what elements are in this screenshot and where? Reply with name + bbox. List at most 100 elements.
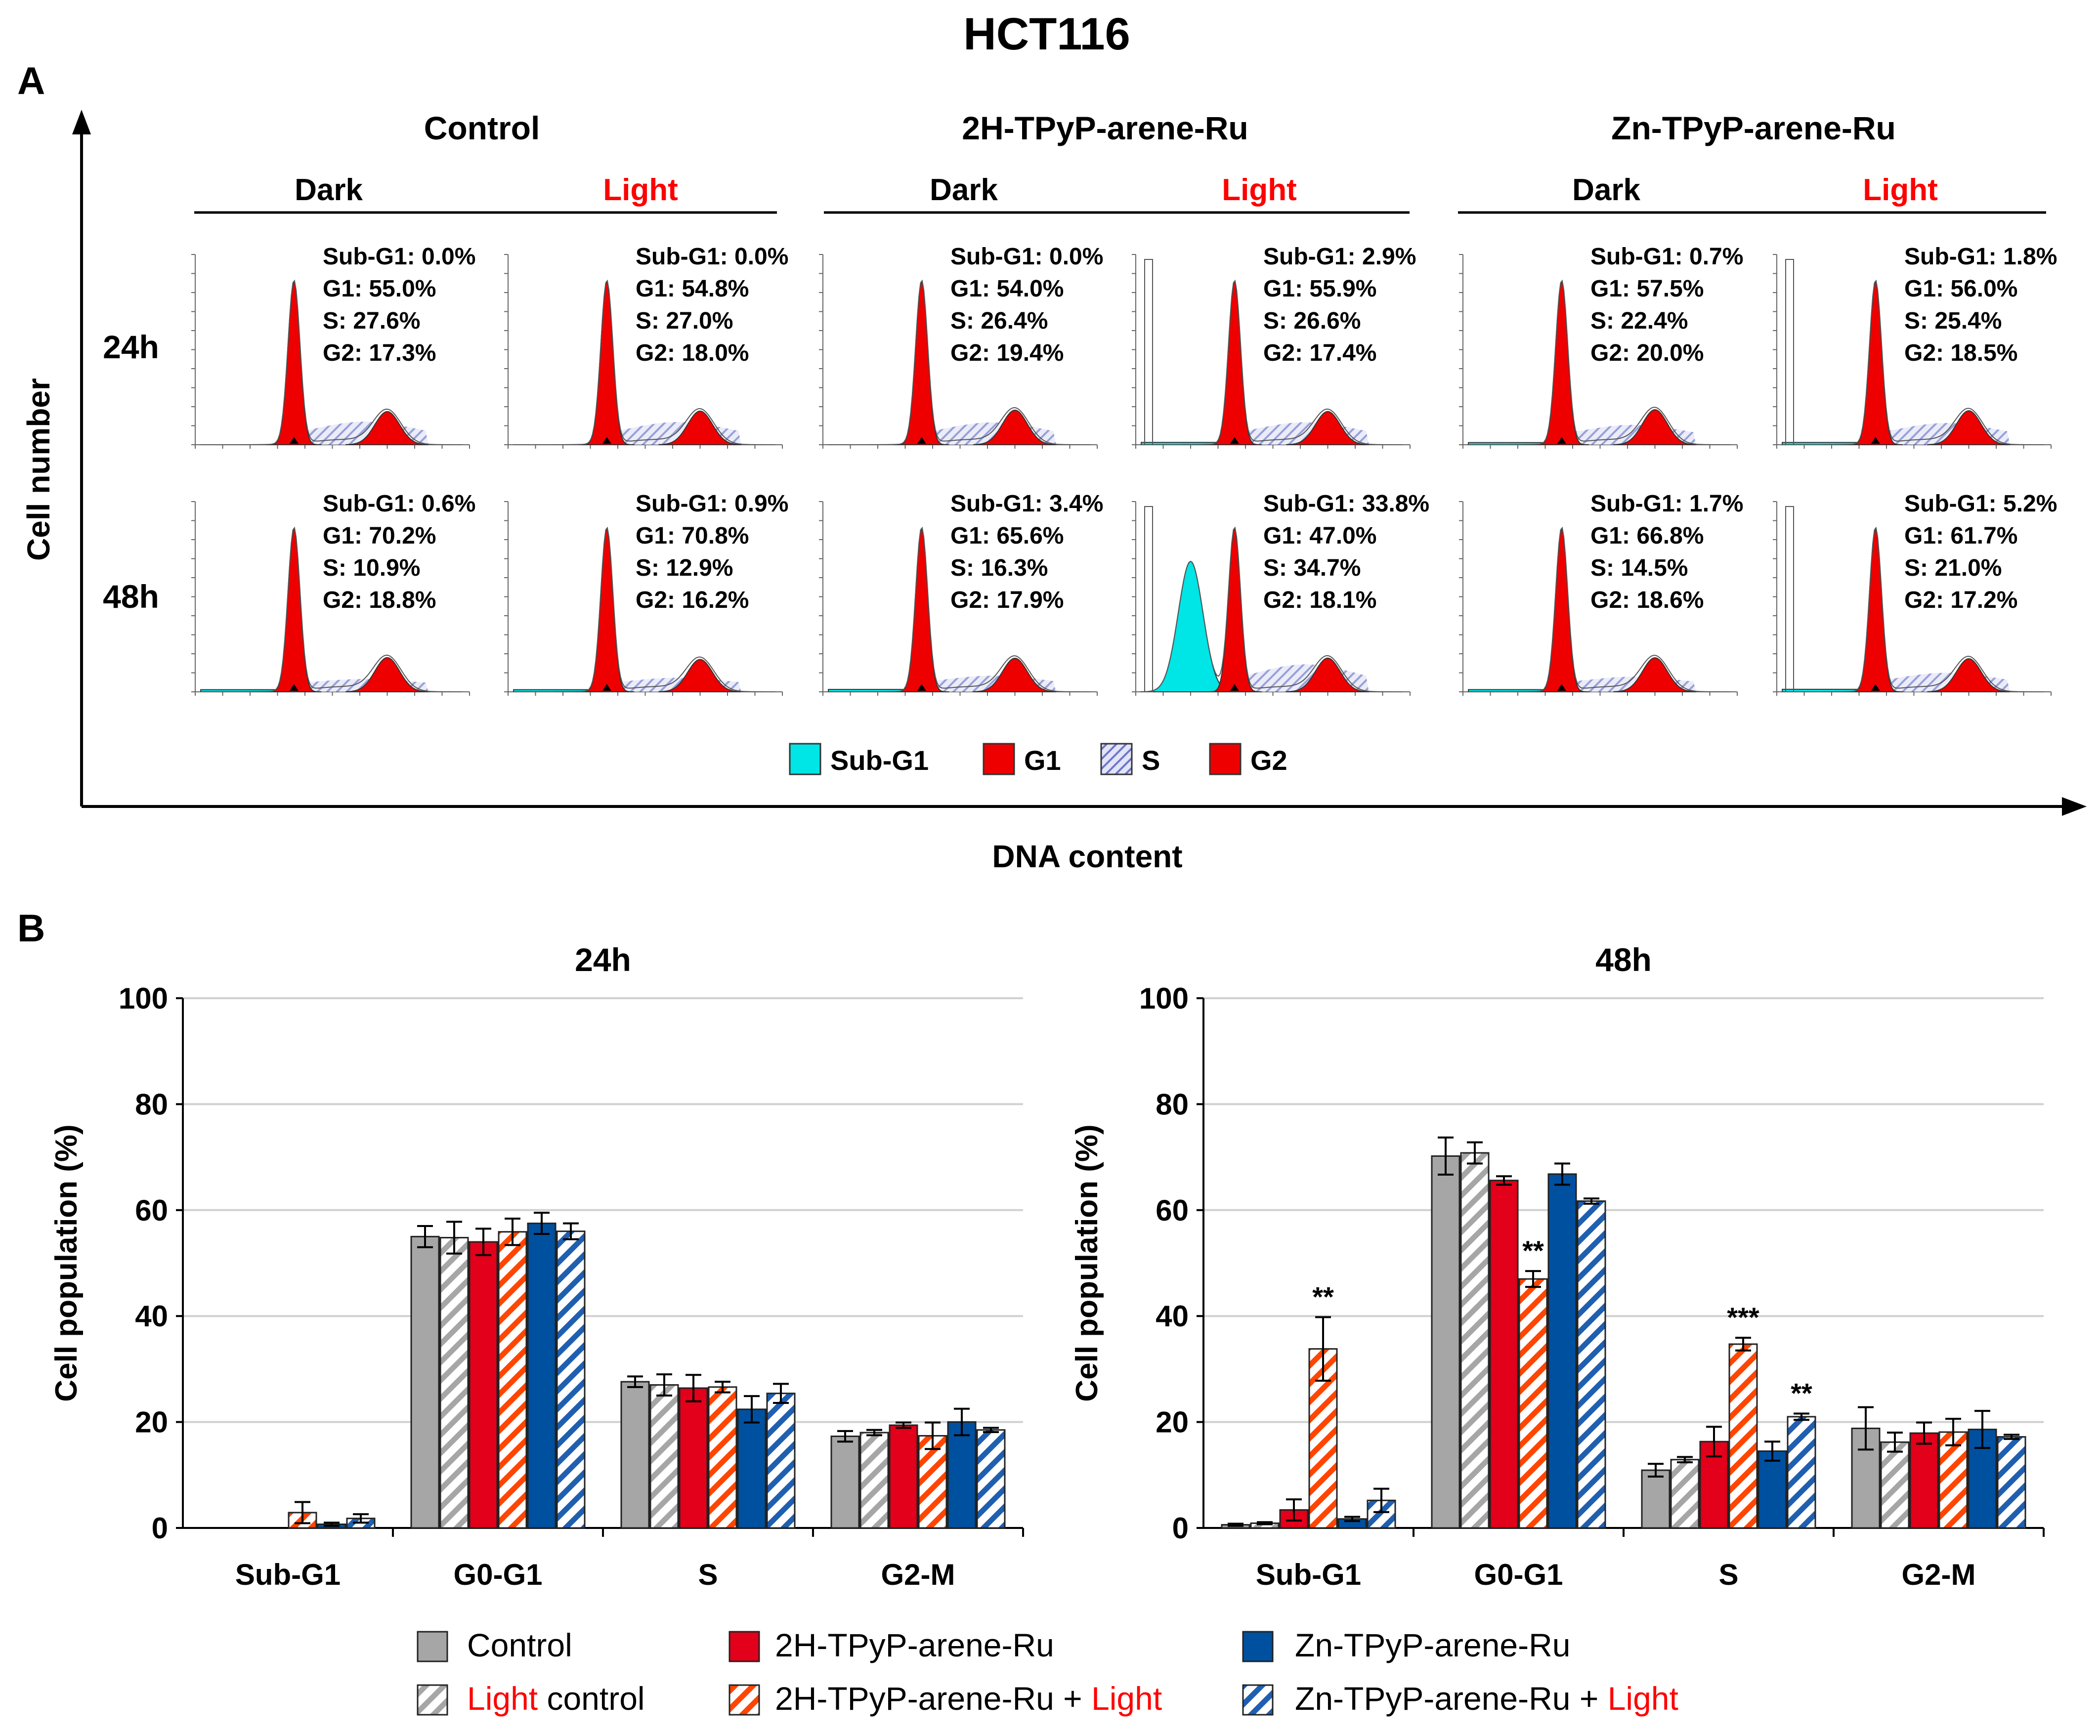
legend-label-subg1: Sub-G1 <box>830 745 929 776</box>
histogram-g2-value: G2: 20.0% <box>1590 340 1704 366</box>
group-dark-zn: Dark <box>1572 173 1640 207</box>
bar-legend-2h-light-word: Light <box>1091 1680 1162 1717</box>
histogram-trace <box>201 526 463 692</box>
histogram-g1-peak <box>894 528 949 692</box>
bar-chart-48h: 48h Cell population (%) 0 20 40 60 80 100 Sub-G1… <box>1070 941 2045 1591</box>
histogram-g2-peak <box>1286 411 1369 445</box>
panel-a-y-arrow <box>72 110 91 134</box>
histogram-g2-peak <box>658 410 741 445</box>
histogram-panel: Sub-G1: 2.9% G1: 55.9% S: 26.6% G2: 17.4% <box>1132 244 1416 449</box>
bar-chart-title: 24h <box>575 941 631 978</box>
bar <box>830 1436 860 1529</box>
bar-legend-label-2h: 2H-TPyP-arene-Ru <box>775 1627 1054 1663</box>
bar-legend-swatch-zn-light <box>1242 1684 1274 1716</box>
histogram-g2-peak <box>1927 410 2010 445</box>
bar <box>976 1429 1006 1529</box>
histogram-marker <box>1557 437 1566 444</box>
histogram-g1-value: G1: 70.2% <box>323 523 436 549</box>
bar <box>679 1387 708 1529</box>
phase-legend: Sub-G1 G1 S G2 <box>789 743 1287 776</box>
histogram-g1-peak <box>1534 528 1589 692</box>
bar <box>1757 1450 1787 1529</box>
bar <box>708 1386 737 1529</box>
significance-marker: ** <box>1522 1235 1544 1266</box>
histogram-marker <box>602 684 611 691</box>
bar <box>918 1435 947 1529</box>
bar <box>527 1223 557 1529</box>
bar <box>1547 1173 1577 1529</box>
bar-chart-y-tick-label: 100 <box>119 982 168 1015</box>
histogram-s-value: S: 25.4% <box>1904 308 2002 334</box>
bar-chart-category-label: G0-G1 <box>453 1558 542 1591</box>
bar-legend-swatch-2h <box>729 1631 760 1662</box>
histogram-s-value: S: 16.3% <box>950 555 1048 581</box>
histogram-panel: Sub-G1: 0.6% G1: 70.2% S: 10.9% G2: 18.8% <box>191 491 475 696</box>
histogram-panel: Sub-G1: 0.7% G1: 57.5% S: 22.4% G2: 20.0% <box>1459 244 1743 449</box>
histogram-g1-peak <box>1534 281 1589 445</box>
histogram-subg1-value: Sub-G1: 0.0% <box>636 244 788 270</box>
bar <box>439 1237 469 1529</box>
histogram-g1-value: G1: 55.9% <box>1263 276 1376 302</box>
histogram-panel: Sub-G1: 0.9% G1: 70.8% S: 12.9% G2: 16.2% <box>504 491 788 696</box>
bar <box>889 1424 918 1529</box>
bar-legend-label-zn-light: Zn-TPyP-arene-Ru + Light <box>1295 1680 1678 1717</box>
histogram-trace <box>200 279 463 445</box>
histogram-marker <box>289 684 299 691</box>
bar-chart-y-tick-label: 40 <box>135 1300 168 1333</box>
histogram-g1-value: G1: 61.7% <box>1904 523 2017 549</box>
bar-legend-light-word: Light <box>467 1680 538 1717</box>
bar <box>1518 1278 1548 1529</box>
histogram-subg1-value: Sub-G1: 0.0% <box>323 244 475 270</box>
histogram-debris-spike <box>1144 259 1153 445</box>
histogram-g2-value: G2: 17.3% <box>323 340 436 366</box>
bar-chart-y-tick-label: 100 <box>1139 982 1189 1015</box>
histogram-g1-value: G1: 57.5% <box>1590 276 1704 302</box>
histogram-trace <box>828 279 1090 445</box>
group-title-2h: 2H-TPyP-arene-Ru <box>962 110 1248 146</box>
histogram-s-value: S: 12.9% <box>636 555 733 581</box>
histogram-s-value: S: 26.4% <box>950 308 1048 334</box>
panel-b-label: B <box>17 906 45 950</box>
bar <box>556 1230 586 1529</box>
histogram-marker <box>1230 684 1239 691</box>
histogram-s-value: S: 22.4% <box>1590 308 1688 334</box>
histogram-panel: Sub-G1: 0.0% G1: 54.8% S: 27.0% G2: 18.0% <box>504 244 788 449</box>
histogram-panel: Sub-G1: 0.0% G1: 55.0% S: 27.6% G2: 17.3% <box>191 244 475 449</box>
histogram-panel: Sub-G1: 3.4% G1: 65.6% S: 16.3% G2: 17.9% <box>819 491 1103 696</box>
histogram-g2-value: G2: 18.1% <box>1263 587 1376 613</box>
bar <box>1489 1180 1519 1529</box>
histogram-panel: Sub-G1: 1.7% G1: 66.8% S: 14.5% G2: 18.6% <box>1459 491 1743 696</box>
bar <box>469 1241 498 1529</box>
bar <box>947 1421 977 1529</box>
histogram-s-value: S: 10.9% <box>323 555 420 581</box>
histogram-g1-value: G1: 55.0% <box>323 276 436 302</box>
bar <box>766 1393 796 1529</box>
bar-chart-y-tick-label: 60 <box>1156 1194 1189 1227</box>
histogram-s-value: S: 27.0% <box>636 308 733 334</box>
histogram-g1-peak <box>1206 281 1262 445</box>
histogram-trace <box>828 526 1090 692</box>
histogram-g2-value: G2: 18.0% <box>636 340 749 366</box>
panel-a-x-arrow <box>2062 797 2087 816</box>
histogram-g2-peak <box>1927 658 2010 692</box>
significance-marker: ** <box>1791 1377 1812 1408</box>
bar <box>1938 1431 1968 1529</box>
group-light-zn: Light <box>1863 173 1938 207</box>
histogram-debris-spike <box>1144 506 1153 692</box>
bar-chart-y-tick-label: 80 <box>1156 1088 1189 1121</box>
significance-marker: *** <box>1727 1302 1759 1333</box>
histogram-trace <box>1468 526 1730 692</box>
histogram-subg1-value: Sub-G1: 2.9% <box>1263 244 1416 270</box>
histogram-marker <box>289 437 299 444</box>
histogram-g1-value: G1: 56.0% <box>1904 276 2017 302</box>
histogram-debris-spike <box>1785 259 1794 445</box>
bar <box>1460 1152 1490 1529</box>
histogram-trace <box>1141 279 1403 445</box>
histogram-s-value: S: 34.7% <box>1263 555 1361 581</box>
bar-legend-swatch-light-control <box>417 1684 448 1716</box>
group-light-control: Light <box>603 173 678 207</box>
bar-chart-category-label: S <box>698 1558 718 1591</box>
histogram-g2-peak <box>1286 657 1369 692</box>
histogram-s-value: S: 27.6% <box>323 308 420 334</box>
